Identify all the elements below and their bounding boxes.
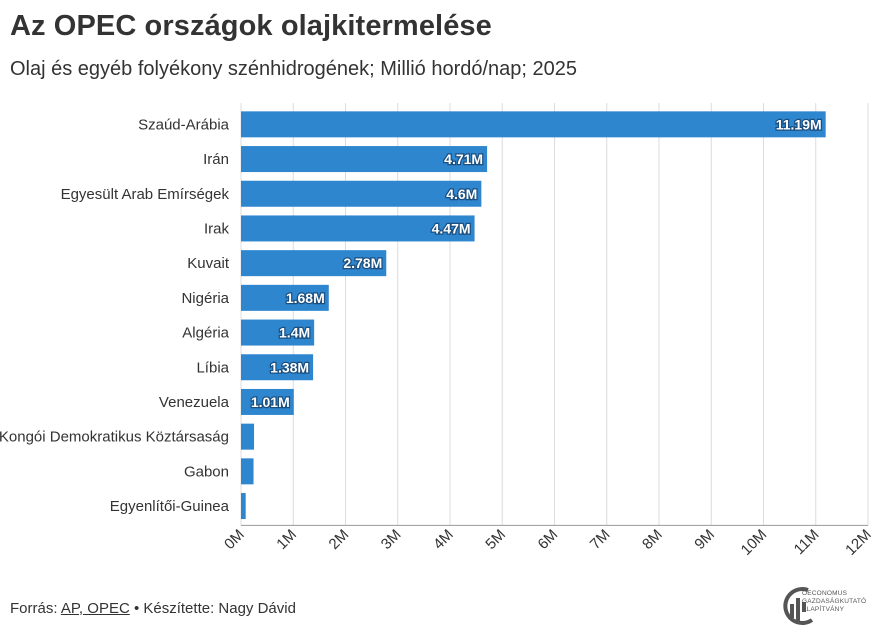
bar: [241, 180, 482, 207]
data-label: 4.6M: [446, 186, 477, 202]
category-label: Egyesült Arab Emírségek: [61, 186, 230, 203]
category-label: Algéria: [182, 325, 229, 342]
x-tick-label: 12M: [842, 526, 875, 559]
bar: [241, 250, 387, 277]
bar: [241, 319, 315, 346]
x-tick-label: 5M: [482, 526, 509, 553]
logo-line-3: ALAPÍTVÁNY: [802, 606, 845, 613]
category-label: Venezuela: [159, 394, 230, 411]
logo-line-2: GAZDASÁGKUTATÓ: [802, 598, 867, 605]
x-tick-label: 11M: [791, 526, 823, 558]
data-label: 1.68M: [286, 290, 325, 306]
x-tick-label: 10M: [738, 526, 771, 559]
footer-separator: •: [129, 600, 144, 617]
x-tick-label: 1M: [273, 526, 300, 553]
chart-title: Az OPEC országok olajkitermelése: [10, 10, 492, 42]
bar: [241, 111, 826, 138]
x-tick-label: 6M: [535, 526, 562, 553]
oeconomus-logo: OECONOMUS GAZDASÁGKUTATÓ ALAPÍTVÁNY: [782, 584, 882, 632]
bar-chart: Szaúd-Arábia 11.19M Irán 4.71M Egyesült Arab…: [0, 103, 875, 559]
bar: [241, 388, 294, 415]
bar: [241, 458, 254, 485]
data-label: 1.01M: [251, 394, 290, 410]
author-credit: Készítette: Nagy Dávid: [143, 600, 296, 617]
data-label: 4.47M: [432, 220, 471, 236]
bar: [241, 423, 255, 450]
footer: Forrás: AP, OPEC • Készítette: Nagy Dávi…: [10, 600, 296, 617]
source-link[interactable]: AP, OPEC: [60, 600, 130, 617]
data-label: 1.4M: [279, 325, 310, 341]
category-label: Irán: [203, 151, 229, 168]
category-label: Nigéria: [181, 290, 229, 307]
logo-icon: [783, 587, 814, 626]
bar: [241, 284, 329, 311]
logo-text: OECONOMUS GAZDASÁGKUTATÓ ALAPÍTVÁNY: [802, 590, 866, 614]
x-tick-label: 0M: [221, 526, 248, 553]
x-tick-label: 4M: [430, 526, 457, 553]
data-label: 2.78M: [343, 255, 382, 271]
x-tick-label: 8M: [639, 526, 666, 553]
category-label: Gabon: [184, 463, 229, 480]
data-label: 4.71M: [444, 151, 483, 167]
x-tick-label: 3M: [378, 526, 405, 553]
category-label: Kuvait: [187, 255, 230, 272]
chart-subtitle: Olaj és egyéb folyékony szénhidrogének; …: [10, 58, 578, 80]
bar: [241, 354, 314, 381]
category-label: Líbia: [196, 359, 229, 376]
x-tick-label: 7M: [587, 526, 614, 553]
data-label: 1.38M: [270, 359, 309, 375]
logo-line-1: OECONOMUS: [802, 590, 848, 597]
x-tick-label: 2M: [326, 526, 353, 553]
x-tick-label: 9M: [691, 526, 718, 553]
data-label: 11.19M: [776, 116, 822, 132]
category-label: Egyenlítői-Guinea: [110, 498, 230, 515]
category-label: Szaúd-Arábia: [138, 116, 230, 133]
category-label: Kongói Demokratikus Köztársaság: [0, 429, 229, 446]
bar: [241, 146, 488, 173]
source-prefix: Forrás:: [10, 600, 61, 617]
bar: [241, 215, 475, 242]
bar: [241, 493, 246, 520]
category-label: Irak: [204, 220, 230, 237]
